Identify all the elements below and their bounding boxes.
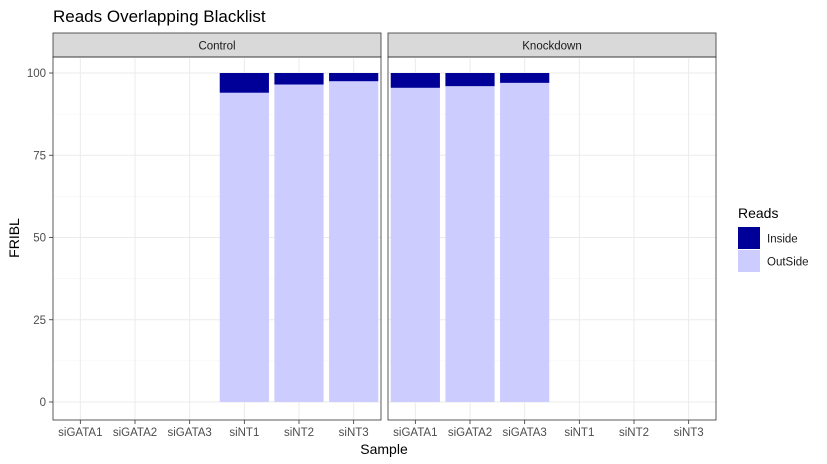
legend-title: Reads — [738, 205, 778, 221]
x-tick-label: siNT2 — [284, 427, 314, 439]
legend-label-inside: Inside — [767, 234, 798, 246]
bar-knockdown-sigata2-inside — [445, 73, 495, 87]
bar-control-sint3-inside — [329, 73, 379, 82]
bar-control-sint1-outside — [219, 92, 269, 403]
y-tick-label: 75 — [33, 150, 46, 162]
strip-label-control: Control — [198, 41, 235, 53]
bar-control-sint1-inside — [219, 73, 269, 93]
x-tick-label: siGATA1 — [393, 427, 437, 439]
legend-label-outside: OutSide — [767, 257, 809, 269]
bar-knockdown-sigata1-inside — [390, 73, 440, 88]
bar-control-sint2-inside — [274, 73, 324, 85]
x-axis-title: Sample — [360, 441, 408, 457]
bar-knockdown-sigata3-inside — [500, 73, 550, 83]
legend: Reads Inside OutSide — [738, 205, 809, 272]
bars-control — [219, 73, 379, 403]
bar-knockdown-sigata2-outside — [445, 86, 495, 402]
x-tick-label: siNT1 — [564, 427, 594, 439]
legend-swatch-inside — [738, 227, 760, 249]
y-tick-label: 100 — [27, 68, 46, 80]
x-tick-label: siGATA3 — [503, 427, 547, 439]
y-tick-label: 0 — [40, 397, 46, 409]
panel-control: Control siGATA1 siGATA2 siGATA3 siNT1 siNT2 s… — [52, 32, 382, 439]
x-tick-label: siNT1 — [229, 427, 259, 439]
x-tick-label: siGATA3 — [168, 427, 212, 439]
bar-control-sint3-outside — [329, 81, 379, 402]
panel-border-knockdown — [387, 56, 717, 421]
x-tick-label: siGATA2 — [113, 427, 157, 439]
x-tick-label: siGATA2 — [448, 427, 492, 439]
y-tick-label: 25 — [33, 315, 46, 327]
bars-knockdown — [390, 73, 550, 403]
bar-knockdown-sigata3-outside — [500, 82, 550, 403]
y-axis-title: FRIBL — [6, 218, 22, 258]
bar-knockdown-sigata1-outside — [390, 87, 440, 403]
y-axis: 0 25 50 75 100 — [27, 68, 53, 409]
strip-control — [52, 32, 382, 58]
panel-border-control — [52, 56, 382, 421]
x-ticks-knockdown: siGATA1 siGATA2 siGATA3 siNT1 siNT2 siNT3 — [393, 420, 704, 439]
x-tick-label: siNT3 — [674, 427, 704, 439]
x-ticks-control: siGATA1 siGATA2 siGATA3 siNT1 siNT2 siNT3 — [58, 420, 369, 439]
x-tick-label: siNT2 — [619, 427, 649, 439]
x-tick-label: siGATA1 — [58, 427, 102, 439]
bar-control-sint2-outside — [274, 84, 324, 402]
panel-knockdown: Knockdown siGATA1 siGATA2 siGATA3 siNT1 siNT… — [387, 32, 717, 439]
x-tick-label: siNT3 — [339, 427, 369, 439]
legend-swatch-outside — [738, 250, 760, 272]
chart-title: Reads Overlapping Blacklist — [53, 7, 266, 26]
strip-label-knockdown: Knockdown — [522, 41, 581, 53]
y-tick-label: 50 — [33, 233, 46, 245]
strip-knockdown — [387, 32, 717, 58]
